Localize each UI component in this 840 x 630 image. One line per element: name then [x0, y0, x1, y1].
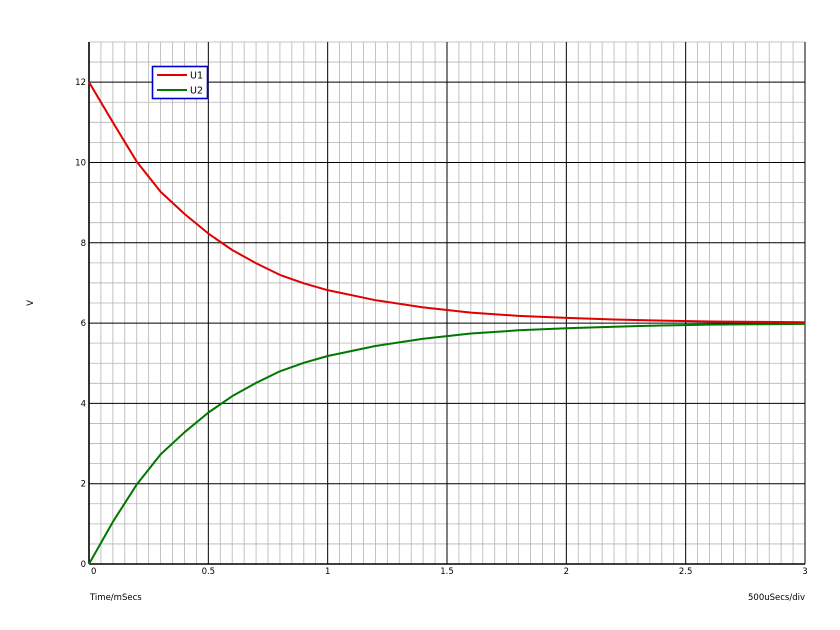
- legend-box: [151, 65, 209, 100]
- y-tick-label: 8: [81, 239, 86, 249]
- series-line-u2: [88, 322, 806, 565]
- y-tick-label: 6: [81, 319, 86, 329]
- series-line-u1: [88, 81, 806, 324]
- legend-label-u2: U2: [190, 86, 203, 97]
- major-grid: [89, 42, 806, 564]
- x-tick-label: 1: [325, 567, 330, 577]
- y-tick-label: 2: [81, 480, 86, 490]
- x-axis-label: Time/mSecs: [89, 593, 142, 603]
- legend: U1 U2: [151, 65, 209, 100]
- y-tick-label: 10: [75, 158, 86, 168]
- y-tick-label: 0: [81, 560, 86, 570]
- x-tick-label: 1.5: [440, 567, 454, 577]
- y-tick-label: 12: [75, 78, 86, 88]
- x-tick-label: 0.5: [202, 567, 216, 577]
- time-scale-label: 500uSecs/div: [748, 593, 805, 603]
- y-tick-label: 4: [81, 399, 86, 409]
- x-tick-label: 2.5: [679, 567, 693, 577]
- x-tick-label: 0: [91, 567, 96, 577]
- x-tick-label: 3: [802, 567, 807, 577]
- x-tick-label: 2: [564, 567, 569, 577]
- y-axis-label: V: [26, 300, 36, 306]
- series-layer: [88, 81, 806, 565]
- tick-labels: 0 0.5 1 1.5 2 2.5 3 0 2 4 6 8 10 12: [75, 78, 808, 577]
- axes: [88, 42, 805, 565]
- legend-label-u1: U1: [190, 71, 203, 82]
